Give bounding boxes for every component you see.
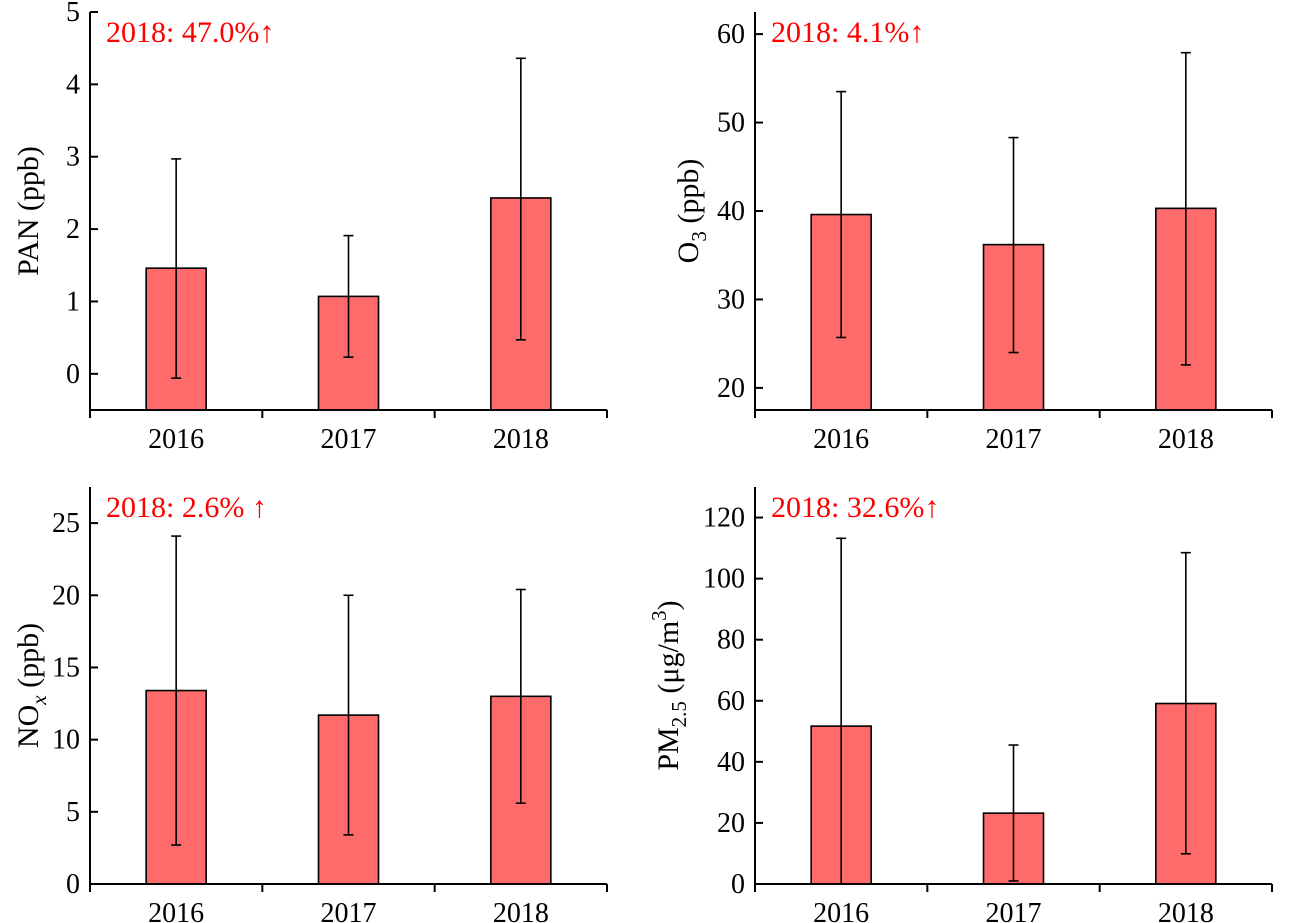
y-tick-label: 3 — [66, 142, 80, 173]
y-tick-label: 100 — [703, 564, 745, 595]
y-axis-label-part: 3 — [647, 610, 671, 621]
y-tick-label: 20 — [717, 373, 745, 404]
x-tick-label: 2016 — [148, 898, 204, 923]
x-tick-label: 2018 — [1158, 424, 1214, 455]
x-tick-label: 2017 — [321, 898, 377, 923]
y-tick-label: 2 — [66, 214, 80, 245]
y-axis-label: O3 (ppb) — [672, 159, 711, 264]
y-axis-label: NOx (ppb) — [12, 623, 51, 748]
y-tick-label: 25 — [52, 508, 80, 539]
annotation-text: 2018: 4.1%↑ — [771, 16, 924, 49]
y-axis-label: PAN (ppb) — [12, 146, 45, 276]
x-tick-label: 2018 — [493, 424, 549, 455]
y-axis-label-part: PM — [652, 727, 685, 770]
y-tick-label: 5 — [66, 797, 80, 828]
y-tick-label: 30 — [717, 284, 745, 315]
y-tick-label: 4 — [66, 69, 80, 100]
y-tick-label: 1 — [66, 286, 80, 317]
x-tick-label: 2017 — [986, 424, 1042, 455]
panel-o3: 20 30 40 50 60 2016 2017 2018 2018: 4.1%↑ O3 (ppb… — [672, 12, 1273, 455]
y-tick-label: 0 — [66, 359, 80, 390]
y-tick-label: 10 — [52, 725, 80, 756]
annotation-text: 2018: 2.6% ↑ — [106, 491, 267, 524]
x-tick-label: 2017 — [321, 424, 377, 455]
y-tick-label: 5 — [66, 0, 80, 28]
y-tick-label: 0 — [66, 869, 80, 900]
x-tick-label: 2016 — [148, 424, 204, 455]
y-axis-label-part: x — [27, 695, 51, 706]
y-tick-label: 120 — [703, 503, 745, 534]
y-axis-label-part: O — [672, 242, 705, 264]
y-axis-label-part: (ppb) — [672, 159, 705, 231]
panel-nox: 0 5 10 15 20 25 2016 2017 2018 2018: 2.6% ↑ NOx (p… — [12, 487, 608, 923]
x-tick-label: 2016 — [813, 898, 869, 923]
panel-pm25: 0 20 40 60 80 100 120 2016 2017 2018 2018: 32.6%↑ P… — [647, 487, 1273, 923]
y-axis-label-part: (ppb) — [12, 623, 45, 695]
y-axis-label-part: 2.5 — [667, 701, 691, 727]
y-tick-label: 40 — [717, 196, 745, 227]
y-axis-label-part: ) — [652, 600, 685, 610]
y-tick-label: 15 — [52, 652, 80, 683]
y-tick-label: 40 — [717, 747, 745, 778]
y-tick-label: 50 — [717, 108, 745, 139]
y-tick-label: 60 — [717, 19, 745, 50]
y-axis-label-part: (μg/m — [652, 621, 685, 701]
panel-pan: 0 1 2 3 4 5 2016 2017 2018 2018: 47.0%↑ PAN (ppb) — [12, 0, 608, 455]
x-tick-label: 2016 — [813, 424, 869, 455]
x-tick-label: 2018 — [1158, 898, 1214, 923]
y-tick-label: 0 — [731, 869, 745, 900]
y-axis-label-part: PAN (ppb) — [12, 146, 45, 276]
y-tick-label: 80 — [717, 625, 745, 656]
x-tick-label: 2017 — [986, 898, 1042, 923]
x-tick-label: 2018 — [493, 898, 549, 923]
y-axis-label: PM2.5 (μg/m3) — [647, 600, 691, 770]
y-tick-label: 20 — [52, 580, 80, 611]
y-axis-label-part: NO — [12, 705, 45, 748]
annotation-text: 2018: 32.6%↑ — [771, 491, 939, 524]
y-tick-label: 20 — [717, 808, 745, 839]
y-tick-label: 60 — [717, 686, 745, 717]
annotation-text: 2018: 47.0%↑ — [106, 16, 274, 49]
y-axis-label-part: 3 — [687, 231, 711, 242]
